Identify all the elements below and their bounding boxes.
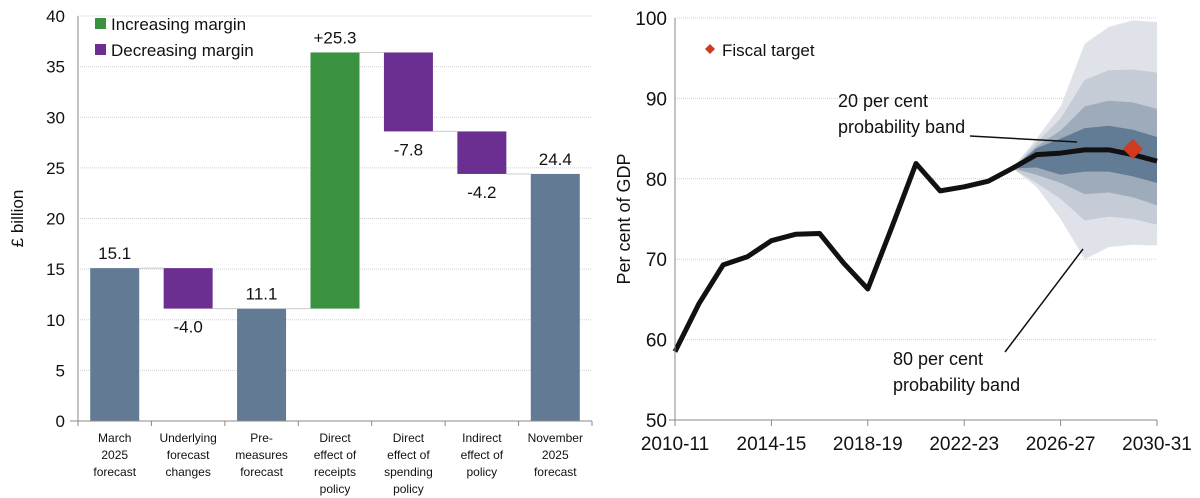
data-label: -4.0	[173, 318, 202, 337]
x-tick-label: 2025	[101, 448, 128, 462]
x-tick-label: policy	[393, 482, 424, 496]
y-tick-label: 40	[46, 7, 65, 26]
x-tick-label: November	[528, 431, 583, 445]
x-tick-label: Pre-	[250, 431, 273, 445]
legend-label: Increasing margin	[111, 15, 246, 34]
x-tick-label: measures	[235, 448, 288, 462]
fiscal-target-marker	[1122, 139, 1143, 160]
data-label: +25.3	[313, 28, 356, 47]
x-tick-label: effect of	[314, 448, 357, 462]
y-tick-label: 35	[46, 58, 65, 77]
data-label: 15.1	[98, 244, 131, 263]
x-tick-label: Direct	[393, 431, 425, 445]
y-tick-label: 25	[46, 159, 65, 178]
legend-swatch	[95, 44, 106, 55]
y-tick-label: 70	[646, 250, 667, 271]
x-tick-label: effect of	[461, 448, 504, 462]
data-label: -4.2	[467, 183, 496, 202]
x-tick-label: Direct	[319, 431, 351, 445]
y-tick-label: 90	[646, 89, 667, 110]
bar-total	[237, 308, 287, 421]
legend-swatch	[95, 18, 106, 29]
bar-increase	[310, 52, 360, 309]
annotation-20-per-cent: 20 per cent	[838, 91, 928, 111]
x-tick-label: 2014-15	[737, 434, 807, 455]
y-tick-label: 100	[635, 9, 667, 30]
x-tick-label: 2018-19	[833, 434, 903, 455]
x-tick-label: spending	[384, 465, 433, 479]
x-tick-label: policy	[320, 482, 351, 496]
bar-decrease	[457, 131, 507, 174]
annotation-80-per-cent: probability band	[893, 375, 1020, 395]
x-tick-label: forecast	[240, 465, 283, 479]
x-tick-label: 2010-11	[641, 434, 709, 455]
annotation-leader-line	[969, 135, 1078, 143]
legend-label: Fiscal target	[722, 41, 815, 60]
bar-total	[90, 268, 140, 421]
central-line	[672, 147, 1158, 353]
y-tick-label: 5	[56, 361, 65, 380]
x-tick-label: policy	[467, 465, 498, 479]
fan-band-4	[1012, 125, 1157, 183]
y-tick-label: 15	[46, 260, 65, 279]
x-tick-label: effect of	[387, 448, 430, 462]
y-tick-label: 30	[46, 108, 65, 127]
x-tick-label: Indirect	[462, 431, 502, 445]
legend-fiscal-target-icon	[705, 44, 715, 54]
x-tick-label: receipts	[314, 465, 356, 479]
x-tick-label: forecast	[167, 448, 210, 462]
x-tick-label: 2022-23	[929, 434, 999, 455]
x-tick-label: 2026-27	[1026, 434, 1096, 455]
x-tick-label: forecast	[534, 465, 577, 479]
data-label: -7.8	[394, 140, 423, 159]
x-tick-label: Underlying	[159, 431, 216, 445]
y-tick-label: 0	[56, 412, 65, 431]
annotation-20-per-cent: probability band	[838, 117, 965, 137]
annotation-80-per-cent: 80 per cent	[893, 349, 983, 369]
x-tick-label: March	[98, 431, 131, 445]
bar-total	[530, 173, 580, 421]
data-label: 24.4	[539, 150, 572, 169]
bar-decrease	[383, 52, 433, 132]
y-tick-label: 50	[646, 411, 667, 432]
data-label: 11.1	[246, 285, 278, 304]
x-tick-label: 2030-31	[1122, 434, 1192, 455]
x-tick-label: 2025	[542, 448, 569, 462]
bar-decrease	[163, 268, 213, 309]
legend-label: Decreasing margin	[111, 41, 254, 60]
x-tick-label: forecast	[93, 465, 136, 479]
y-tick-label: 20	[46, 210, 65, 229]
y-tick-label: 60	[646, 331, 667, 352]
y-axis-label: Per cent of GDP	[614, 153, 634, 284]
y-tick-label: 80	[646, 170, 667, 191]
x-tick-label: changes	[165, 465, 210, 479]
y-tick-label: 10	[46, 311, 65, 330]
annotation-leader-line	[1004, 248, 1084, 353]
y-axis-label: £ billion	[8, 190, 27, 248]
